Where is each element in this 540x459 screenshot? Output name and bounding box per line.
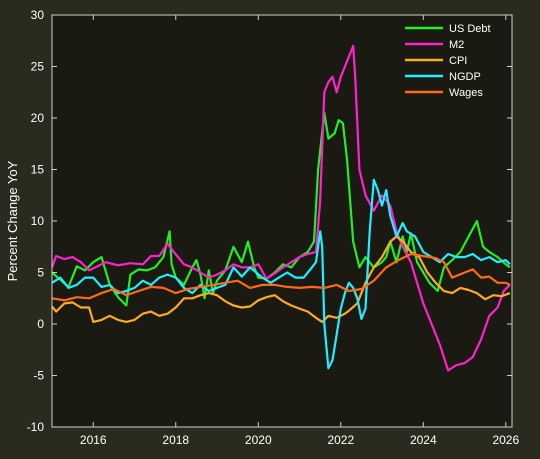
x-tick-label: 2024 — [410, 433, 437, 447]
y-tick-label: 25 — [31, 60, 45, 74]
legend-entry: NGDP — [449, 71, 481, 83]
series-line-wages — [51, 252, 511, 302]
legend-entry: M2 — [449, 39, 464, 51]
y-tick-label: 30 — [31, 8, 45, 22]
x-tick-label: 2020 — [245, 433, 272, 447]
legend: US Debt M2 CPI NGDP Wages — [405, 23, 491, 99]
axes: -10 -5 0 5 10 15 20 25 30 2016 2018 2020 2022 2024 202… — [27, 8, 520, 447]
legend-entry: Wages — [449, 87, 483, 99]
y-tick-label: 5 — [37, 266, 44, 280]
y-tick-label: 20 — [31, 111, 45, 125]
x-tick-label: 2022 — [327, 433, 354, 447]
y-tick-label: -5 — [33, 369, 44, 383]
x-tick-label: 2026 — [492, 433, 519, 447]
y-tick-label: 10 — [31, 214, 45, 228]
legend-entry: US Debt — [449, 23, 491, 35]
series-line-cpi — [51, 235, 511, 323]
series-line-m2 — [50, 44, 511, 372]
series-lines — [50, 44, 511, 372]
y-axis-label: Percent Change YoY — [5, 160, 20, 281]
series-line-us-debt — [51, 111, 511, 307]
y-tick-label: 0 — [37, 317, 44, 331]
x-tick-label: 2018 — [162, 433, 189, 447]
series-line-ngdp — [51, 178, 511, 370]
y-tick-label: -10 — [27, 420, 45, 434]
plot-area — [52, 15, 512, 427]
y-tick-label: 15 — [31, 163, 45, 177]
legend-entry: CPI — [449, 55, 467, 67]
x-tick-label: 2016 — [80, 433, 107, 447]
